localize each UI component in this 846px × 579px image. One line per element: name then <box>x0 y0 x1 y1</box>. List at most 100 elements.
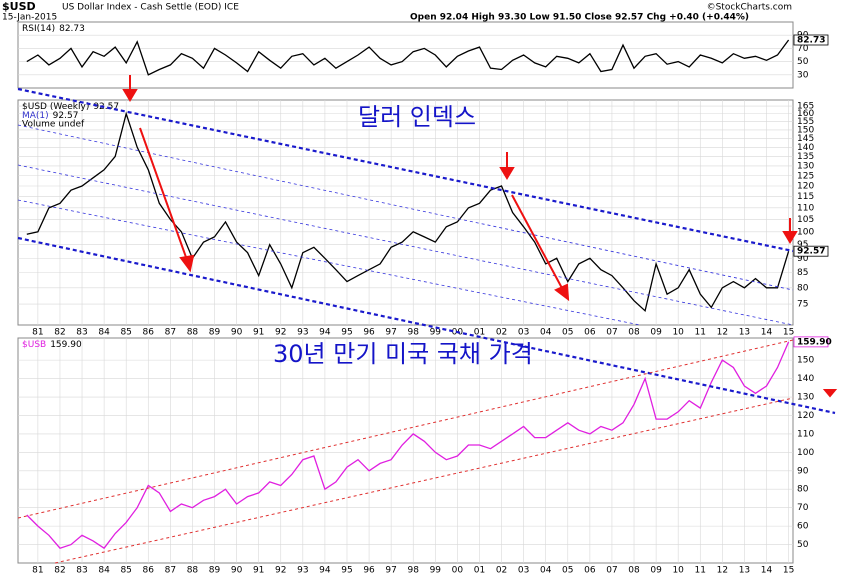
legend-value: 82.73 <box>59 24 85 34</box>
y-tick-label: 105 <box>797 215 814 225</box>
y-tick-label: 145 <box>797 134 814 144</box>
last-value: 159.90 <box>797 337 832 347</box>
y-tick-label: 50 <box>797 540 809 550</box>
trend-line <box>17 339 794 519</box>
y-tick-label: 75 <box>797 300 808 310</box>
y-tick-label: 110 <box>797 429 814 439</box>
y-tick-label: 135 <box>797 152 814 162</box>
x-tick-label: 83 <box>76 328 87 338</box>
annotation: 달러 인덱스 <box>358 103 476 131</box>
annotation: 30년 만기 미국 국채 가격 <box>273 340 533 368</box>
x-tick-label: 07 <box>606 566 617 576</box>
arrows <box>122 75 838 398</box>
x-tick-label: 85 <box>120 328 131 338</box>
x-tick-label: 03 <box>518 328 529 338</box>
x-tick-label: 91 <box>253 566 264 576</box>
legend-name: RSI(14) <box>22 24 55 34</box>
x-tick-label: 02 <box>496 566 507 576</box>
channel-line <box>17 236 836 415</box>
x-tick-label: 05 <box>562 328 573 338</box>
y-tick-label: 160 <box>797 109 814 119</box>
x-tick-label: 97 <box>385 328 396 338</box>
x-tick-label: 83 <box>76 566 87 576</box>
x-tick-label: 94 <box>319 328 331 338</box>
x-tick-label: 10 <box>672 328 684 338</box>
x-tick-label: 12 <box>717 566 728 576</box>
y-tick-label: 50 <box>797 57 809 67</box>
y-tick-label: 130 <box>797 393 814 403</box>
last-value-box: 159.90 <box>793 336 832 348</box>
x-tick-label: 01 <box>474 566 485 576</box>
channel-line <box>17 199 641 326</box>
x-tick-label: 95 <box>341 566 352 576</box>
x-tick-label: 81 <box>32 328 43 338</box>
x-tick-label: 09 <box>650 566 662 576</box>
x-tick-label: 97 <box>385 566 396 576</box>
x-tick-label: 89 <box>209 328 221 338</box>
legend-entry: RSI(14) 82.73 <box>22 24 85 34</box>
legend-value: 92.57 <box>53 111 79 121</box>
y-tick-label: 100 <box>797 448 814 458</box>
y-tick-label: 165 <box>797 102 814 112</box>
last-value-bg <box>793 336 829 348</box>
x-tick-label: 06 <box>584 566 596 576</box>
x-tick-label: 14 <box>761 328 773 338</box>
x-tick-label: 98 <box>408 566 420 576</box>
x-tick-label: 81 <box>32 566 43 576</box>
y-tick-label: 80 <box>797 283 809 293</box>
legend-entry: MA(1) 92.57 <box>22 111 78 121</box>
x-tick-label: 88 <box>187 566 199 576</box>
x-tick-label: 89 <box>209 566 221 576</box>
x-tick-label: 86 <box>143 566 155 576</box>
y-tick-label: 70 <box>797 44 809 54</box>
x-tick-label: 15 <box>783 328 794 338</box>
legend-entry: Volume undef <box>22 120 85 130</box>
x-tick-label: 93 <box>297 328 308 338</box>
x-tick-label: 84 <box>98 328 110 338</box>
x-tick-label: 05 <box>562 566 573 576</box>
x-tick-label: 99 <box>430 328 442 338</box>
x-tick-label: 02 <box>496 328 507 338</box>
x-tick-label: 15 <box>783 566 794 576</box>
x-tick-label: 95 <box>341 328 352 338</box>
date: 15-Jan-2015 <box>2 13 57 23</box>
last-value-box: 82.73 <box>793 34 829 46</box>
description: US Dollar Index - Cash Settle (EOD) ICE <box>62 3 239 13</box>
y-tick-label: 80 <box>797 485 809 495</box>
y-tick-label: 30 <box>797 70 809 80</box>
last-value-bg <box>793 245 829 257</box>
last-value: 92.57 <box>797 247 825 257</box>
y-tick-label: 155 <box>797 117 814 127</box>
x-tick-label: 09 <box>650 328 662 338</box>
last-value-bg <box>793 34 829 46</box>
y-tick-label: 110 <box>797 203 814 213</box>
last-value-box: 92.57 <box>793 245 829 257</box>
y-tick-label: 90 <box>797 466 809 476</box>
x-tick-label: 13 <box>739 566 750 576</box>
legend-name: $USD (Weekly) <box>22 102 89 112</box>
legend-value: 159.90 <box>50 340 82 350</box>
y-tick-label: 120 <box>797 182 814 192</box>
x-tick-label: 98 <box>408 328 420 338</box>
x-tick-label: 82 <box>54 566 65 576</box>
quote: Open 92.04 High 93.30 Low 91.50 Close 92… <box>410 13 749 23</box>
y-tick-label: 140 <box>797 374 814 384</box>
series-line <box>26 111 790 313</box>
x-tick-label: 84 <box>98 566 110 576</box>
legend-name: MA(1) <box>22 111 49 121</box>
x-tick-label: 08 <box>628 566 640 576</box>
y-tick-label: 130 <box>797 161 814 171</box>
x-tick-label: 93 <box>297 566 308 576</box>
legend-entry: $USD (Weekly) 92.57 <box>22 102 119 112</box>
x-tick-label: 90 <box>231 566 243 576</box>
x-tick-label: 96 <box>363 328 375 338</box>
x-tick-label: 13 <box>739 328 750 338</box>
x-tick-label: 14 <box>761 566 773 576</box>
y-tick-label: 150 <box>797 125 814 135</box>
y-tick-label: 85 <box>797 268 808 278</box>
x-tick-label: 85 <box>120 566 131 576</box>
overlays <box>17 75 838 564</box>
panel <box>17 21 794 89</box>
y-tick-label: 150 <box>797 356 814 366</box>
